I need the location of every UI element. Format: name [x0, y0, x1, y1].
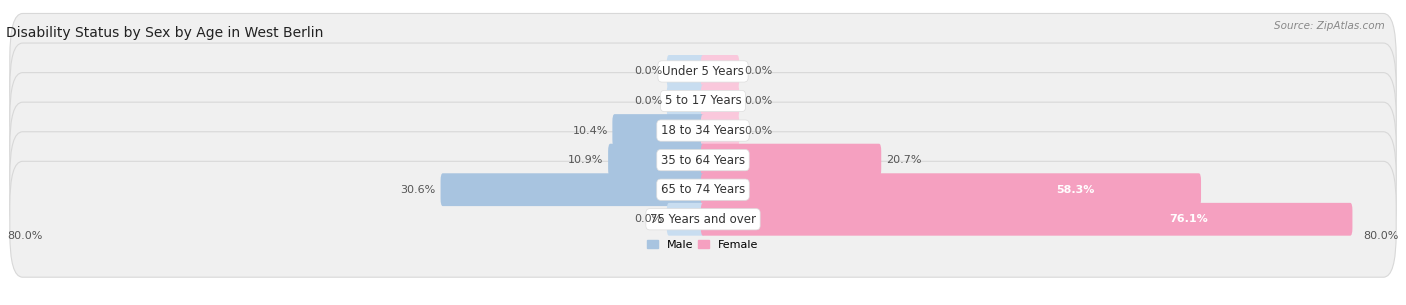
- FancyBboxPatch shape: [700, 84, 740, 117]
- Text: Under 5 Years: Under 5 Years: [662, 65, 744, 78]
- Text: 58.3%: 58.3%: [1056, 185, 1094, 195]
- FancyBboxPatch shape: [609, 144, 706, 177]
- FancyBboxPatch shape: [700, 55, 740, 88]
- Text: 75 Years and over: 75 Years and over: [650, 213, 756, 226]
- FancyBboxPatch shape: [10, 102, 1396, 218]
- Text: Source: ZipAtlas.com: Source: ZipAtlas.com: [1274, 21, 1385, 31]
- Text: 18 to 34 Years: 18 to 34 Years: [661, 124, 745, 137]
- Text: 0.0%: 0.0%: [634, 214, 662, 224]
- FancyBboxPatch shape: [700, 114, 740, 147]
- Text: 35 to 64 Years: 35 to 64 Years: [661, 154, 745, 167]
- FancyBboxPatch shape: [10, 73, 1396, 188]
- Text: 0.0%: 0.0%: [744, 66, 772, 77]
- Text: 0.0%: 0.0%: [634, 66, 662, 77]
- FancyBboxPatch shape: [666, 203, 706, 236]
- Text: 10.4%: 10.4%: [572, 126, 607, 135]
- Text: 0.0%: 0.0%: [744, 126, 772, 135]
- Text: 20.7%: 20.7%: [886, 155, 921, 165]
- Text: 0.0%: 0.0%: [744, 96, 772, 106]
- Text: 65 to 74 Years: 65 to 74 Years: [661, 183, 745, 196]
- FancyBboxPatch shape: [666, 84, 706, 117]
- FancyBboxPatch shape: [666, 55, 706, 88]
- FancyBboxPatch shape: [700, 203, 1353, 236]
- FancyBboxPatch shape: [10, 132, 1396, 248]
- FancyBboxPatch shape: [440, 173, 706, 206]
- FancyBboxPatch shape: [700, 173, 1201, 206]
- FancyBboxPatch shape: [10, 161, 1396, 277]
- Text: 80.0%: 80.0%: [1364, 231, 1399, 241]
- FancyBboxPatch shape: [700, 144, 882, 177]
- Text: 76.1%: 76.1%: [1168, 214, 1208, 224]
- FancyBboxPatch shape: [10, 13, 1396, 129]
- FancyBboxPatch shape: [10, 43, 1396, 159]
- Text: 80.0%: 80.0%: [7, 231, 42, 241]
- Text: Disability Status by Sex by Age in West Berlin: Disability Status by Sex by Age in West …: [6, 26, 323, 40]
- Legend: Male, Female: Male, Female: [643, 235, 763, 254]
- Text: 5 to 17 Years: 5 to 17 Years: [665, 95, 741, 107]
- FancyBboxPatch shape: [613, 114, 706, 147]
- Text: 30.6%: 30.6%: [401, 185, 436, 195]
- Text: 10.9%: 10.9%: [568, 155, 603, 165]
- Text: 0.0%: 0.0%: [634, 96, 662, 106]
